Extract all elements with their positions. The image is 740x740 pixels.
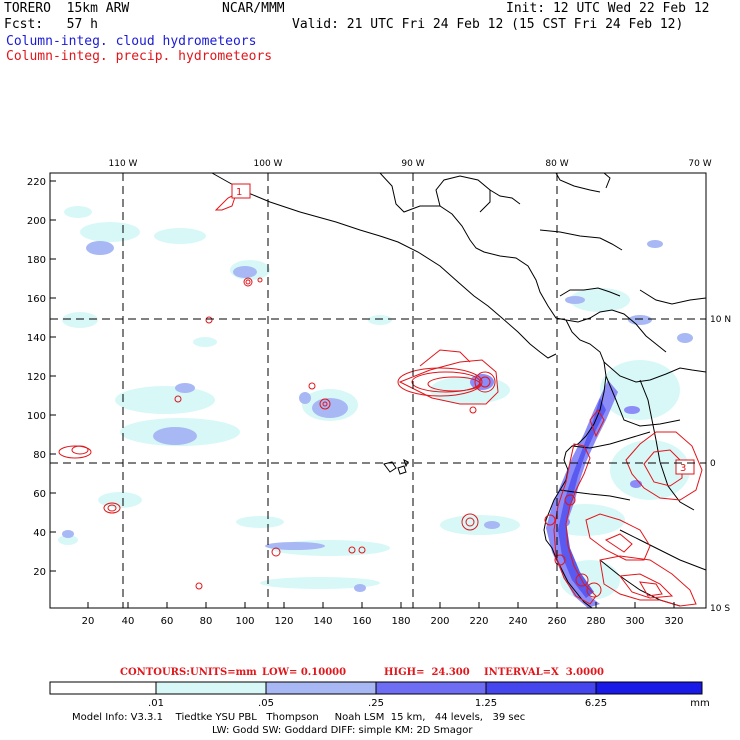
y-tick: 160 [27, 294, 46, 305]
x-tick: 240 [508, 616, 527, 627]
lat-lon-grid [50, 173, 706, 608]
y-tick: 180 [27, 255, 46, 266]
x-tick: 80 [200, 616, 213, 627]
lon-label: 100 W [254, 159, 283, 169]
high-label-1: 1 [236, 187, 242, 198]
contours-interval: INTERVAL=X 3.0000 [484, 667, 604, 678]
lon-label: 80 W [545, 159, 568, 169]
colorbar-unit: mm [690, 698, 709, 709]
y-tick: 80 [33, 450, 46, 461]
contours-units: UNITS=mm [190, 667, 257, 678]
init-time: Init: 12 UTC Wed 22 Feb 12 [506, 1, 710, 16]
colorbar-label: 6.25 [585, 698, 607, 709]
x-tick: 280 [586, 616, 605, 627]
model-title: TORERO 15km ARW [4, 1, 130, 16]
precip-contours [58, 193, 703, 607]
field-cloud-label: Column-integ. cloud hydrometeors [6, 34, 257, 49]
lon-label: 110 W [109, 159, 138, 169]
lat-label: 10 N [710, 315, 731, 325]
x-tick: 120 [274, 616, 293, 627]
forecast-hour: Fcst: 57 h [4, 17, 98, 32]
model-info-line1: Model Info: V3.3.1 Tiedtke YSU PBL Thomp… [72, 712, 526, 723]
model-info-line2: LW: Godd SW: Goddard DIFF: simple KM: 2D… [212, 725, 473, 736]
contours-high: HIGH= 24.300 [384, 667, 470, 678]
x-tick: 220 [469, 616, 488, 627]
x-tick: 260 [547, 616, 566, 627]
contours-label: CONTOURS: [120, 667, 190, 678]
org-label: NCAR/MMM [222, 1, 285, 16]
y-tick: 140 [27, 333, 46, 344]
x-tick: 160 [352, 616, 371, 627]
lat-label: 10 S [710, 604, 730, 614]
x-tick: 320 [664, 616, 683, 627]
x-tick: 40 [122, 616, 135, 627]
lon-label: 90 W [401, 159, 424, 169]
field-precip-label: Column-integ. precip. hydrometeors [6, 49, 273, 64]
colorbar-label: 1.25 [475, 698, 497, 709]
colorbar-label: .01 [148, 698, 164, 709]
cloud-shading [58, 206, 693, 608]
lat-label: 0 [710, 459, 716, 469]
colorbar-label: .25 [368, 698, 384, 709]
y-tick: 200 [27, 216, 46, 227]
x-tick: 100 [235, 616, 254, 627]
y-tick: 60 [33, 489, 46, 500]
y-tick: 40 [33, 528, 46, 539]
lon-label: 70 W [688, 159, 711, 169]
high-label-3: 3 [680, 463, 686, 474]
axis-ticks [50, 180, 675, 608]
y-tick: 120 [27, 372, 46, 383]
x-tick: 300 [625, 616, 644, 627]
x-tick: 200 [430, 616, 449, 627]
y-tick: 220 [27, 177, 46, 188]
colorbar [49, 681, 703, 695]
map-frame [49, 172, 707, 609]
y-tick: 100 [27, 411, 46, 422]
colorbar-label: .05 [258, 698, 274, 709]
x-tick: 140 [313, 616, 332, 627]
x-tick: 20 [82, 616, 95, 627]
valid-time: Valid: 21 UTC Fri 24 Feb 12 (15 CST Fri … [292, 17, 684, 32]
x-tick: 180 [391, 616, 410, 627]
x-tick: 60 [161, 616, 174, 627]
y-tick: 20 [33, 567, 46, 578]
contours-low: LOW= 0.10000 [262, 667, 347, 678]
